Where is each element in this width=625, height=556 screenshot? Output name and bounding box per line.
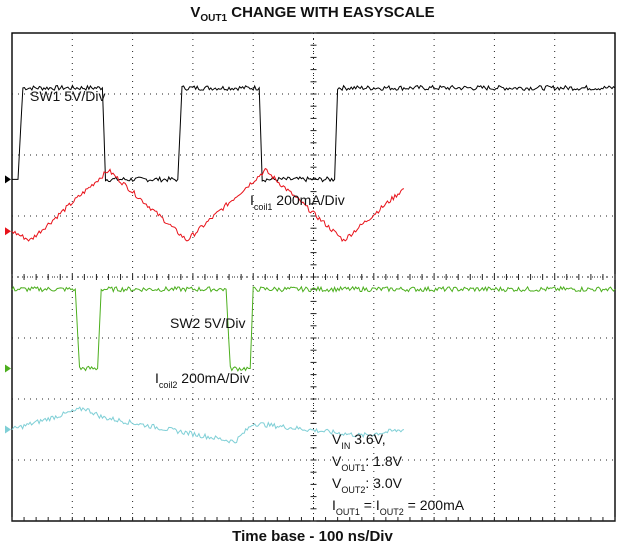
trace-label-sub: coil2 [159, 380, 178, 390]
annotation-sub: IN [341, 441, 350, 451]
annotation-sub: OUT2 [341, 485, 365, 495]
trace-label-tail: 200mA/Div [177, 370, 249, 386]
trace-label-tail: 200mA/Div [272, 192, 344, 208]
trace-label-main: I [155, 370, 159, 386]
trace-label: Icoil1 200mA/Div [250, 192, 345, 212]
annotation-line: VIN 3.6V, [332, 431, 386, 451]
channel-marker [5, 364, 11, 373]
trace-label-main: SW1 5V/Div [30, 88, 105, 104]
annotation-text: V [332, 431, 342, 447]
annotation-text: V [332, 453, 342, 469]
annotation-line: VOUT2: 3.0V [332, 475, 403, 495]
trace-label-main: I [250, 192, 254, 208]
x-axis-label: Time base - 100 ns/Div [232, 528, 393, 545]
annotation-text: V [332, 475, 342, 491]
trace-sw2 [11, 285, 616, 372]
trace-icoil2 [11, 406, 405, 444]
trace-sw1 [12, 84, 616, 183]
annotation-text: I [332, 497, 336, 513]
title-sub: OUT1 [200, 13, 228, 24]
channel-marker [5, 227, 11, 236]
trace-label: Icoil2 200mA/Div [155, 370, 250, 390]
trace-icoil1 [11, 167, 405, 242]
annotation-sub: OUT1 [336, 507, 360, 517]
title-main: V [190, 4, 201, 21]
trace-label: SW2 5V/Div [170, 315, 245, 331]
channel-marker [5, 175, 11, 184]
channel-markers [5, 175, 11, 434]
trace-label-sub: coil1 [254, 202, 273, 212]
annotation-text: = I [360, 497, 380, 513]
chart-title: VOUT1 CHANGE WITH EASYSCALE [0, 4, 625, 24]
annotation-sub: OUT1 [341, 463, 365, 473]
annotation-text: : 3.0V [365, 475, 402, 491]
annotation-sub: OUT2 [380, 507, 404, 517]
title-rest: CHANGE WITH EASYSCALE [227, 4, 435, 21]
grid [11, 32, 616, 522]
annotation-line: IOUT1 = IOUT2 = 200mA [332, 497, 465, 517]
annotation-text: = 200mA [404, 497, 465, 513]
trace-labels: SW1 5V/Div Icoil1 200mA/Div SW2 5V/Div Icoi… [30, 88, 345, 390]
annotation-line: VOUT1: 1.8V [332, 453, 403, 473]
annotation-text: 3.6V, [350, 431, 385, 447]
channel-marker [5, 425, 11, 434]
trace-label-main: SW2 5V/Div [170, 315, 245, 331]
trace-label: SW1 5V/Div [30, 88, 105, 104]
annotation-text: : 1.8V [365, 453, 402, 469]
traces [11, 84, 616, 444]
